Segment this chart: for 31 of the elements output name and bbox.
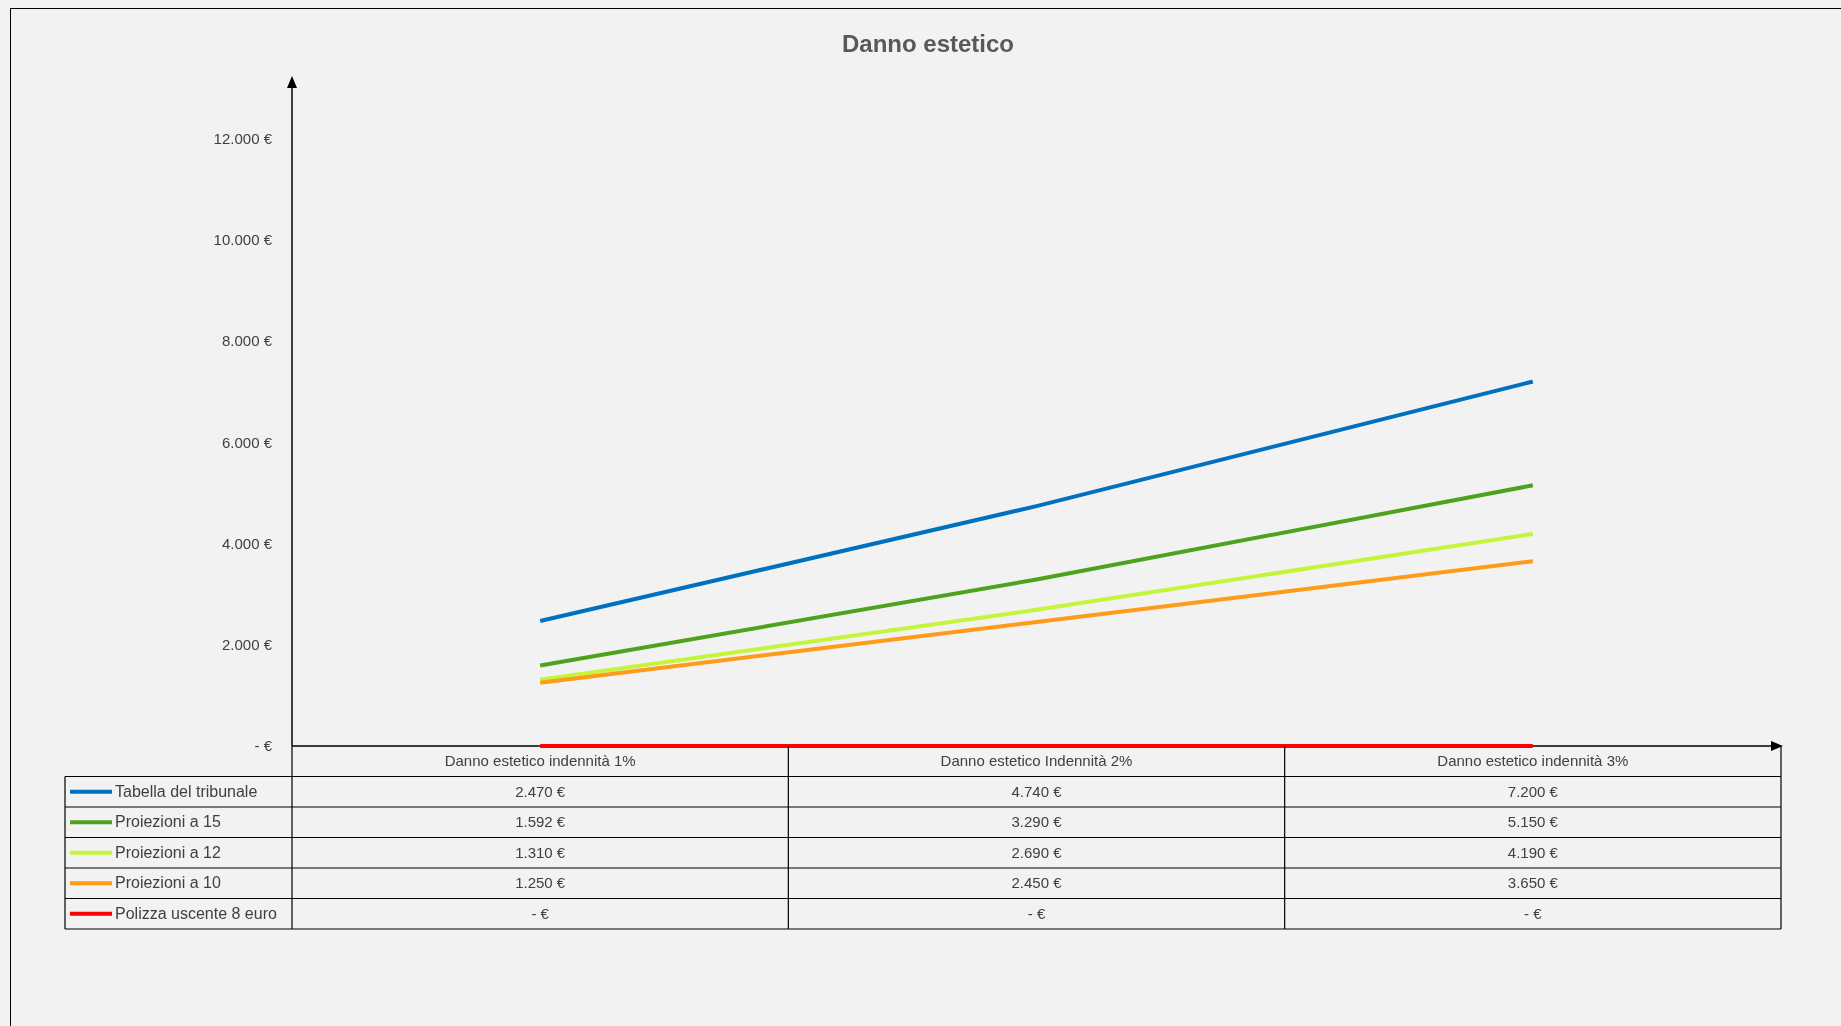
data-label: 5.150 € xyxy=(1507,813,1559,831)
y-tick-label: 4.000 € xyxy=(221,534,273,552)
legend-label: Polizza uscente 8 euro xyxy=(115,904,277,922)
y-tick-label: 10.000 € xyxy=(213,231,273,249)
x-tick-label: Danno estetico Indennità 2% xyxy=(940,752,1133,770)
data-label: 2.450 € xyxy=(1011,874,1063,892)
y-tick-label: 2.000 € xyxy=(221,636,273,654)
data-label: 3.650 € xyxy=(1507,874,1559,892)
legend-label: Proiezioni a 10 xyxy=(115,874,221,892)
data-label: 4.740 € xyxy=(1011,782,1063,800)
data-label: 1.250 € xyxy=(515,874,566,892)
data-label: 1.310 € xyxy=(515,843,566,861)
data-label: - € xyxy=(1524,904,1543,922)
y-tick-label: 6.000 € xyxy=(221,433,273,451)
y-tick-label: 8.000 € xyxy=(221,332,273,350)
x-tick-label: Danno estetico indennità 1% xyxy=(444,752,636,770)
legend-label: Proiezioni a 15 xyxy=(115,813,221,831)
data-label: - € xyxy=(1027,904,1046,922)
data-label: 4.190 € xyxy=(1507,843,1559,861)
data-label: 7.200 € xyxy=(1507,782,1559,800)
data-label: 1.592 € xyxy=(515,813,566,831)
legend-label: Tabella del tribunale xyxy=(115,782,258,800)
data-label: 2.690 € xyxy=(1011,843,1063,861)
data-label: 2.470 € xyxy=(515,782,566,800)
data-label: - € xyxy=(531,904,550,922)
legend-label: Proiezioni a 12 xyxy=(115,843,221,861)
data-label: 3.290 € xyxy=(1011,813,1063,831)
x-tick-label: Danno estetico indennità 3% xyxy=(1437,752,1629,770)
chart-title: Danno estetico xyxy=(841,30,1015,57)
y-tick-label: - € xyxy=(254,737,273,755)
y-tick-label: 12.000 € xyxy=(213,129,273,147)
